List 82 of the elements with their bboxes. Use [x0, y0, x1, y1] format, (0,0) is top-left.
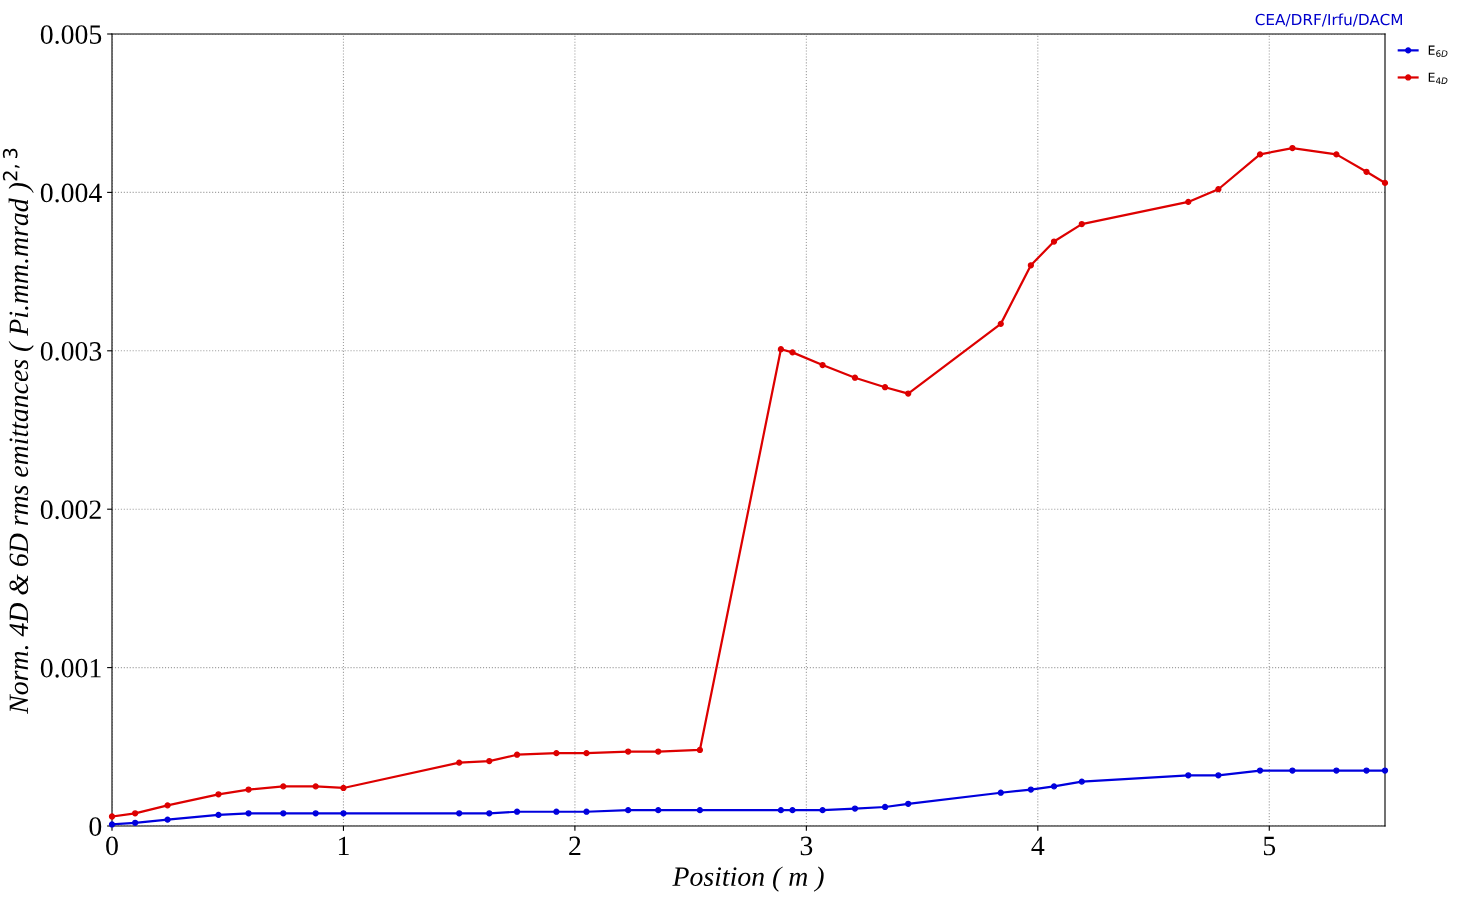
point [789, 349, 796, 356]
point [486, 810, 493, 817]
y-tick-label: 0.005 [40, 25, 102, 45]
point [789, 807, 796, 814]
legend-label: E$_{6D}$ [1428, 45, 1448, 57]
y-tick-label: 0.001 [40, 658, 101, 678]
point [215, 791, 222, 798]
point [164, 802, 171, 809]
point [513, 751, 521, 758]
point [851, 374, 859, 381]
point [280, 810, 287, 817]
point [553, 750, 560, 757]
point [1078, 778, 1085, 785]
point [340, 810, 347, 817]
x-tick-label: 2 [569, 836, 581, 855]
y-tick-label: 0.002 [40, 500, 101, 520]
point [1185, 772, 1192, 779]
point [625, 807, 632, 814]
point [164, 816, 171, 823]
y-tick-label: 0.003 [40, 341, 102, 361]
point [486, 757, 493, 765]
point [1185, 198, 1192, 206]
point [997, 789, 1004, 796]
point [1027, 786, 1035, 793]
point [1333, 767, 1340, 774]
point [1333, 151, 1340, 158]
point [1363, 767, 1370, 774]
y-tick-label: 0 [89, 817, 102, 836]
point [881, 803, 889, 811]
point [881, 384, 889, 391]
point [655, 748, 662, 755]
point [312, 783, 319, 790]
point [905, 800, 912, 807]
point [108, 813, 116, 820]
point [1289, 144, 1296, 152]
point [245, 786, 252, 793]
text: CEA/DRF/Irfu/DACM [1255, 13, 1402, 27]
point [696, 746, 704, 754]
point [132, 819, 139, 826]
point [1256, 767, 1264, 774]
point [1289, 767, 1296, 774]
point [456, 810, 463, 817]
point [1078, 220, 1085, 228]
point [132, 810, 139, 817]
point [655, 807, 662, 814]
point [456, 759, 463, 766]
point [851, 805, 859, 812]
point [1381, 767, 1389, 774]
point [340, 784, 347, 792]
point [245, 810, 252, 817]
point [777, 807, 785, 814]
point [1050, 238, 1058, 245]
y-axis-title: Norm. 4D & 6D rms emittances ( Pi.mm.mrad )$^{2,3}$ [2, 148, 34, 714]
point [905, 390, 912, 397]
point [1381, 179, 1389, 187]
point [1215, 772, 1222, 779]
point [1050, 783, 1058, 790]
point [819, 807, 826, 814]
point [553, 808, 560, 815]
point [625, 748, 632, 755]
point [777, 346, 785, 353]
point [583, 808, 590, 815]
x-tick-label: 5 [1263, 836, 1276, 856]
x-tick-label: 4 [1031, 836, 1045, 855]
point [1363, 168, 1370, 175]
x-tick-label: 0 [106, 836, 118, 856]
point [819, 361, 826, 369]
point [1256, 151, 1264, 158]
point [1027, 262, 1035, 269]
point [312, 810, 319, 817]
x-axis-title: Position ( m ) [672, 866, 824, 892]
point [583, 750, 590, 757]
point [696, 807, 704, 814]
point [280, 783, 287, 790]
point [1215, 186, 1222, 193]
point [513, 808, 521, 815]
legend-label: E$_{4D}$ [1428, 72, 1448, 84]
x-tick-label: 1 [338, 836, 349, 855]
x-tick-label: 3 [800, 836, 813, 856]
point [997, 320, 1004, 327]
y-tick-label: 0.004 [40, 183, 102, 203]
point [215, 811, 222, 819]
